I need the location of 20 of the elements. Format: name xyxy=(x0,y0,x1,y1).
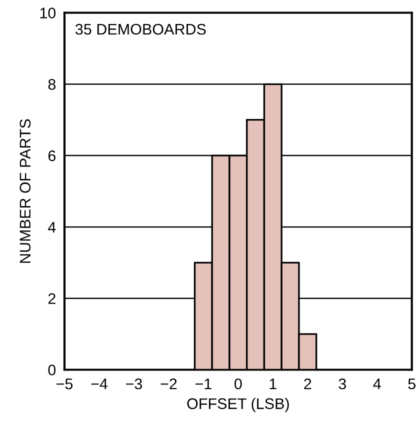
x-tick-label: −4 xyxy=(91,378,108,390)
x-tick-label: −1 xyxy=(195,378,212,390)
y-tick-label: 10 xyxy=(40,8,56,18)
y-tick-label: 0 xyxy=(48,364,56,376)
y-tick-label: 2 xyxy=(48,293,56,304)
annotation: 35 DEMOBOARDS xyxy=(75,24,206,35)
x-tick-label: 2 xyxy=(304,378,312,390)
y-tick-label: 6 xyxy=(48,150,56,162)
x-tick-label: 4 xyxy=(373,378,381,390)
x-tick-label: −3 xyxy=(126,378,142,390)
y-tick-label: 4 xyxy=(48,222,56,232)
x-tick-label: 1 xyxy=(270,378,276,390)
y-axis-title: NUMBER OF PARTS xyxy=(20,119,31,263)
x-tick-label: −5 xyxy=(56,378,73,390)
x-tick-label: −2 xyxy=(160,378,177,390)
x-tick-label: 0 xyxy=(234,378,242,390)
y-tick-label: 8 xyxy=(48,79,56,90)
x-tick-label: 3 xyxy=(338,378,346,390)
x-axis-title: OFFSET (LSB) xyxy=(187,398,289,412)
x-tick-label: 5 xyxy=(408,378,416,390)
